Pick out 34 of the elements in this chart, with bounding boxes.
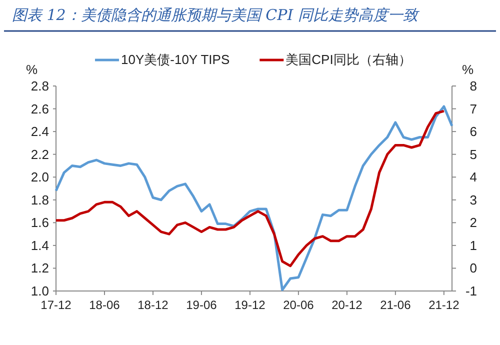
x-tick-label: 17-12 <box>40 298 72 312</box>
x-tick-label: 19-06 <box>186 298 218 312</box>
y-axis-title: % <box>26 62 38 77</box>
legend-label: 10Y美债-10Y TIPS <box>121 52 230 67</box>
y-tick-label: 1.6 <box>30 215 49 230</box>
x-tick-label: 21-06 <box>380 298 412 312</box>
y2-tick-label: 2 <box>470 215 477 230</box>
x-tick-label: 19-12 <box>234 298 266 312</box>
y2-tick-label: 3 <box>470 192 477 208</box>
y-tick-label: 2.2 <box>30 146 49 162</box>
y2-tick-label: 8 <box>470 78 477 94</box>
y2-tick-label: 7 <box>470 101 477 116</box>
y-tick-label: 1.2 <box>30 260 49 276</box>
y-tick-label: 2.6 <box>30 101 49 116</box>
y-tick-label: 1.0 <box>30 284 49 298</box>
y-tick-label: 1.8 <box>30 192 49 208</box>
y2-tick-label: 5 <box>470 146 477 162</box>
y2-tick-label: 6 <box>470 124 477 140</box>
x-tick-label: 20-06 <box>283 298 314 312</box>
x-tick-label: 20-12 <box>332 298 363 312</box>
x-tick-label: 21-12 <box>428 298 460 312</box>
y-tick-label: 2.8 <box>30 78 49 94</box>
legend-label: 美国CPI同比（右轴） <box>286 52 412 67</box>
y2-tick-label: 1 <box>470 238 477 253</box>
y-tick-label: 2.0 <box>30 170 49 185</box>
y-tick-label: 1.4 <box>30 238 49 253</box>
y2-tick-label: -1 <box>465 284 477 298</box>
title: 图表 12：美债隐含的通胀预期与美国 CPI 同比走势高度一致 <box>12 6 418 24</box>
x-tick-label: 18-12 <box>138 298 169 312</box>
y2-tick-label: 4 <box>470 170 477 185</box>
y-tick-label: 2.4 <box>30 124 49 140</box>
y2-axis-title: % <box>462 62 474 77</box>
x-tick-label: 18-06 <box>89 298 120 312</box>
y2-tick-label: 0 <box>470 260 477 276</box>
